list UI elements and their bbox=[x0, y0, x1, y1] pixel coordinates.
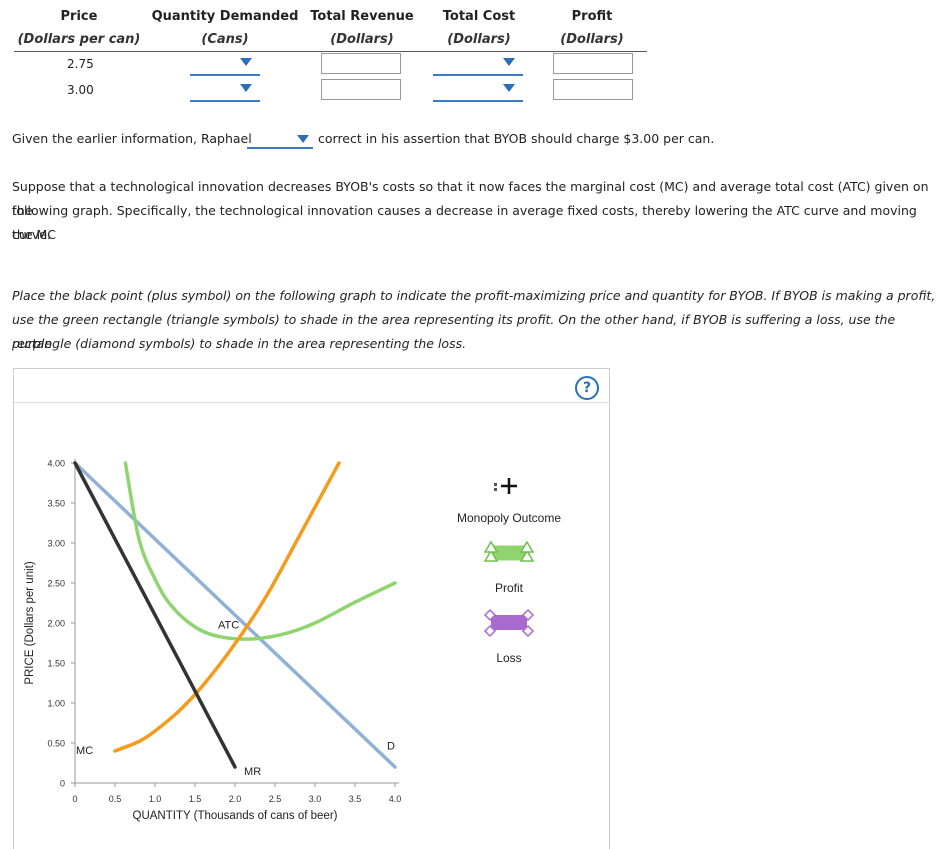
assertion-text-after: correct in his assertion that BYOB shoul… bbox=[318, 131, 715, 146]
col-sub-total-cost: (Dollars) bbox=[447, 32, 511, 47]
diamond-icon bbox=[483, 624, 497, 638]
col-header-price: Price bbox=[60, 9, 98, 24]
graph-panel bbox=[13, 368, 610, 849]
x-axis-title: QUANTITY (Thousands of cans of beer) bbox=[133, 810, 338, 822]
point-dot bbox=[494, 483, 497, 486]
diamond-icon bbox=[521, 608, 535, 622]
y-tick-label: 0 bbox=[60, 779, 65, 789]
curve-d bbox=[73, 461, 397, 769]
x-tick-label: 3.5 bbox=[349, 794, 362, 804]
triangle-icon bbox=[483, 549, 499, 562]
x-tick-label: 0 bbox=[72, 794, 77, 804]
x-tick-label: 2.5 bbox=[269, 794, 282, 804]
chart-labels: 0 0.50 1.00 1.50 2.00 2.50 3.00 3.50 4.00 0 0.5 1.0… bbox=[24, 459, 401, 823]
x-tick-label: 0.5 bbox=[109, 794, 122, 804]
col-header-profit: Profit bbox=[571, 9, 613, 24]
col-sub-profit: (Dollars) bbox=[560, 32, 624, 47]
y-tick-label: 3.00 bbox=[47, 539, 65, 549]
y-axis-title: PRICE (Dollars per unit) bbox=[24, 561, 36, 685]
col-header-quantity: Quantity Demanded bbox=[151, 9, 299, 24]
loss-swatch bbox=[491, 615, 527, 630]
curve-mr bbox=[73, 461, 237, 769]
paragraph-line-2: following graph. Specifically, the techn… bbox=[12, 203, 917, 242]
chevron-down-icon bbox=[503, 84, 515, 92]
chevron-down-icon bbox=[240, 84, 252, 92]
curve-mc bbox=[113, 461, 341, 753]
loss-rectangle-tool[interactable] bbox=[483, 608, 535, 638]
profit-input-row1[interactable] bbox=[553, 53, 633, 74]
legend-monopoly-label: Monopoly Outcome bbox=[457, 511, 561, 525]
total-cost-dropdown-row2[interactable] bbox=[433, 78, 523, 102]
curve-label-mr: MR bbox=[244, 766, 261, 778]
price-cell-row1: 2.75 bbox=[67, 57, 94, 71]
diamond-icon bbox=[483, 608, 497, 622]
price-cell-row2: 3.00 bbox=[67, 83, 94, 97]
total-cost-dropdown-row1[interactable] bbox=[433, 52, 523, 76]
col-header-revenue: Total Revenue bbox=[310, 9, 414, 24]
col-sub-quantity: (Cans) bbox=[201, 32, 249, 47]
quantity-dropdown-row2[interactable] bbox=[190, 78, 260, 102]
assertion-dropdown[interactable] bbox=[247, 127, 313, 149]
col-sub-price: (Dollars per can) bbox=[17, 32, 141, 47]
curve-label-mc: MC bbox=[76, 745, 93, 757]
instruction-line-1: Place the black point (plus symbol) on t… bbox=[12, 288, 936, 303]
revenue-input-row1[interactable] bbox=[321, 53, 401, 74]
help-icon[interactable]: ? bbox=[575, 376, 599, 400]
legend-loss-label: Loss bbox=[496, 651, 521, 665]
triangle-icon bbox=[519, 540, 535, 553]
triangle-icon bbox=[483, 540, 499, 553]
curve-label-d: D bbox=[387, 740, 395, 752]
instruction-line-2: use the green rectangle (triangle symbol… bbox=[12, 312, 896, 351]
graph-panel-divider bbox=[14, 402, 609, 403]
x-tick-label: 4.0 bbox=[389, 794, 402, 804]
quantity-dropdown-row1[interactable] bbox=[190, 52, 260, 76]
profit-input-row2[interactable] bbox=[553, 79, 633, 100]
x-tick-label: 3.0 bbox=[309, 794, 322, 804]
assertion-text-before: Given the earlier information, Raphael bbox=[12, 131, 252, 146]
x-tick-label: 1.0 bbox=[149, 794, 162, 804]
triangle-icon bbox=[519, 549, 535, 562]
x-tick-label: 2.0 bbox=[229, 794, 242, 804]
x-tick-label: 1.5 bbox=[189, 794, 202, 804]
y-tick-label: 2.00 bbox=[47, 619, 65, 629]
point-dot bbox=[494, 488, 497, 491]
plus-icon bbox=[501, 478, 517, 494]
y-tick-label: 2.50 bbox=[47, 579, 65, 589]
y-tick-label: 1.50 bbox=[47, 659, 65, 669]
legend-profit-label: Profit bbox=[495, 581, 524, 595]
instruction-line-3: rectangle (diamond symbols) to shade in … bbox=[12, 336, 467, 351]
y-tick-label: 3.50 bbox=[47, 499, 65, 509]
curve-label-atc: ATC bbox=[218, 620, 239, 632]
chevron-down-icon bbox=[297, 135, 309, 143]
chart-curves bbox=[73, 461, 397, 769]
monopoly-outcome-tool[interactable] bbox=[494, 478, 517, 494]
profit-rectangle-tool[interactable] bbox=[483, 540, 535, 562]
y-tick-label: 0.50 bbox=[47, 739, 65, 749]
curve-atc bbox=[123, 461, 397, 641]
col-header-total-cost: Total Cost bbox=[442, 9, 516, 24]
paragraph-line-1: Suppose that a technological innovation … bbox=[12, 179, 929, 218]
chart-axes bbox=[71, 459, 399, 787]
revenue-input-row2[interactable] bbox=[321, 79, 401, 100]
y-tick-label: 4.00 bbox=[47, 459, 65, 469]
paragraph-line-3: curve. bbox=[12, 227, 51, 242]
diamond-icon bbox=[521, 624, 535, 638]
chevron-down-icon bbox=[503, 58, 515, 66]
chevron-down-icon bbox=[240, 58, 252, 66]
col-sub-revenue: (Dollars) bbox=[330, 32, 394, 47]
header-rule bbox=[14, 51, 647, 52]
y-tick-label: 1.00 bbox=[47, 699, 65, 709]
